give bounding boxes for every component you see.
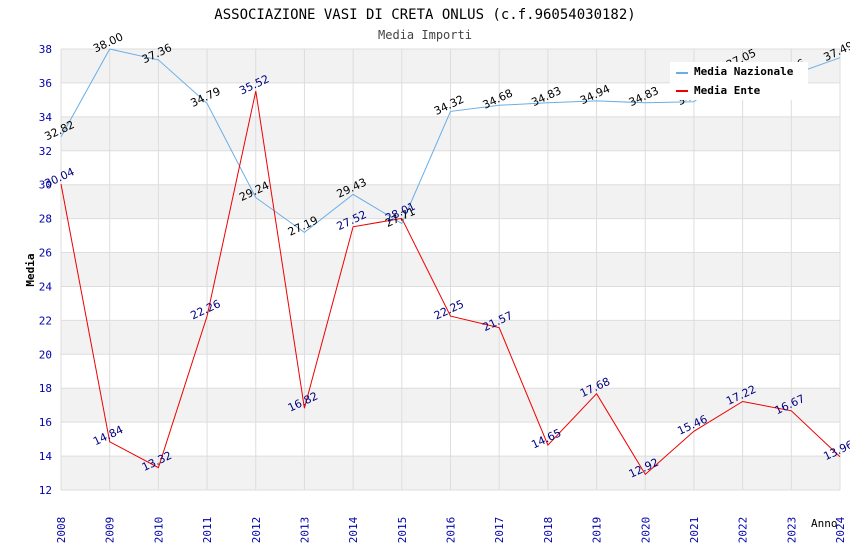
x-tick-label: 2024 xyxy=(834,516,847,543)
y-tick-label: 32 xyxy=(39,145,52,158)
x-tick-label: 2008 xyxy=(55,517,68,544)
x-tick-label: 2014 xyxy=(347,516,360,543)
y-tick-label: 34 xyxy=(39,111,53,124)
x-tick-label: 2016 xyxy=(445,517,458,544)
y-tick-label: 38 xyxy=(39,43,52,56)
y-tick-label: 14 xyxy=(39,450,53,463)
chart-title: ASSOCIAZIONE VASI DI CRETA ONLUS (c.f.96… xyxy=(214,7,635,23)
x-tick-label: 2023 xyxy=(785,517,798,544)
x-tick-label: 2021 xyxy=(688,517,701,544)
x-axis-ticks: 2008 2009 2010 2011 2012 2013 2014 2015 2016 2017… xyxy=(55,516,847,543)
y-axis-label: Media xyxy=(24,253,37,286)
y-tick-label: 12 xyxy=(39,484,52,497)
chart-subtitle: Media Importi xyxy=(378,28,472,42)
y-tick-label: 16 xyxy=(39,416,52,429)
x-tick-label: 2020 xyxy=(639,517,652,544)
legend-label-media-nazionale: Media Nazionale xyxy=(694,65,794,78)
x-tick-label: 2009 xyxy=(104,517,117,544)
y-axis-ticks: 12 14 16 18 20 22 24 26 28 30 32 34 36 38 xyxy=(39,43,53,497)
x-tick-label: 2019 xyxy=(591,517,604,544)
y-tick-label: 36 xyxy=(39,77,52,90)
y-tick-label: 22 xyxy=(39,314,52,327)
x-tick-label: 2012 xyxy=(250,517,263,544)
y-tick-label: 26 xyxy=(39,247,52,260)
y-tick-label: 30 xyxy=(39,179,52,192)
x-tick-label: 2011 xyxy=(201,517,214,544)
x-tick-label: 2018 xyxy=(542,517,555,544)
legend-box xyxy=(670,62,808,100)
gridlines xyxy=(60,48,841,491)
y-tick-label: 24 xyxy=(39,280,53,293)
x-tick-label: 2022 xyxy=(737,517,750,544)
legend: Media Nazionale Media Ente xyxy=(670,62,808,100)
y-tick-label: 28 xyxy=(39,213,52,226)
y-tick-label: 20 xyxy=(39,348,52,361)
x-tick-label: 2015 xyxy=(396,517,409,544)
series-line-media-ente xyxy=(60,90,841,476)
y-tick-label: 18 xyxy=(39,382,52,395)
legend-label-media-ente: Media Ente xyxy=(694,84,761,97)
x-axis-label: Anno xyxy=(811,517,838,530)
x-tick-label: 2010 xyxy=(152,517,165,544)
x-tick-label: 2017 xyxy=(493,517,506,544)
x-tick-label: 2013 xyxy=(298,517,311,544)
